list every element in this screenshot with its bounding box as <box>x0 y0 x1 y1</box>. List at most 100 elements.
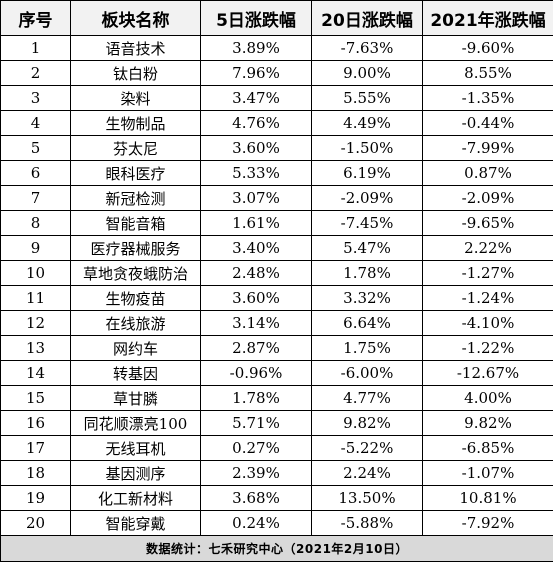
sector-name-cell: 基因测序 <box>70 460 201 486</box>
change-5d-cell: 2.39% <box>200 460 312 486</box>
change-5d-cell: 4.76% <box>200 110 312 136</box>
row-index-cell: 7 <box>0 185 71 211</box>
row-index-cell: 6 <box>0 160 71 186</box>
change-2021-cell: -1.07% <box>422 460 553 486</box>
change-5d-cell: 3.40% <box>200 235 312 261</box>
sector-name-cell: 芬太尼 <box>70 135 201 161</box>
change-20d-cell: 1.78% <box>311 260 423 286</box>
change-2021-cell: -1.35% <box>422 85 553 111</box>
sector-name-cell: 智能音箱 <box>70 210 201 236</box>
change-5d-cell: 3.89% <box>200 35 312 61</box>
footer-row: 数据统计：七禾研究中心（2021年2月10日） <box>0 535 553 562</box>
table-row: 16 同花顺漂亮100 5.71% 9.82% 9.82% <box>0 410 553 436</box>
change-5d-cell: 0.27% <box>200 435 312 461</box>
sector-name-cell: 草地贪夜蛾防治 <box>70 260 201 286</box>
change-20d-cell: 5.55% <box>311 85 423 111</box>
row-index-cell: 1 <box>0 35 71 61</box>
change-2021-cell: -9.65% <box>422 210 553 236</box>
col-header-index: 序号 <box>0 0 71 36</box>
change-2021-cell: 4.00% <box>422 385 553 411</box>
row-index-cell: 16 <box>0 410 71 436</box>
sector-name-cell: 在线旅游 <box>70 310 201 336</box>
row-index-cell: 20 <box>0 510 71 536</box>
row-index-cell: 14 <box>0 360 71 386</box>
sector-name-cell: 生物疫苗 <box>70 285 201 311</box>
table-body: 1 语音技术 3.89% -7.63% -9.60% 2 钛白粉 7.96% 9.00% 8.55… <box>0 35 553 536</box>
row-index-cell: 2 <box>0 60 71 86</box>
change-20d-cell: 6.64% <box>311 310 423 336</box>
sector-name-cell: 语音技术 <box>70 35 201 61</box>
table-row: 10 草地贪夜蛾防治 2.48% 1.78% -1.27% <box>0 260 553 286</box>
change-5d-cell: 3.60% <box>200 285 312 311</box>
sector-name-cell: 新冠检测 <box>70 185 201 211</box>
table-row: 20 智能穿戴 0.24% -5.88% -7.92% <box>0 510 553 536</box>
change-2021-cell: -9.60% <box>422 35 553 61</box>
change-20d-cell: 3.32% <box>311 285 423 311</box>
change-2021-cell: -1.24% <box>422 285 553 311</box>
sector-name-cell: 染料 <box>70 85 201 111</box>
change-2021-cell: -7.92% <box>422 510 553 536</box>
row-index-cell: 13 <box>0 335 71 361</box>
change-5d-cell: 2.87% <box>200 335 312 361</box>
change-5d-cell: 5.71% <box>200 410 312 436</box>
change-20d-cell: 9.00% <box>311 60 423 86</box>
sector-name-cell: 网约车 <box>70 335 201 361</box>
table-header: 序号 板块名称 5日涨跌幅 20日涨跌幅 2021年涨跌幅 <box>0 0 553 36</box>
table-row: 15 草甘膦 1.78% 4.77% 4.00% <box>0 385 553 411</box>
sector-name-cell: 草甘膦 <box>70 385 201 411</box>
col-header-20d-change: 20日涨跌幅 <box>311 0 423 36</box>
sector-name-cell: 医疗器械服务 <box>70 235 201 261</box>
sector-name-cell: 同花顺漂亮100 <box>70 410 201 436</box>
table-row: 13 网约车 2.87% 1.75% -1.22% <box>0 335 553 361</box>
change-5d-cell: 2.48% <box>200 260 312 286</box>
table-row: 4 生物制品 4.76% 4.49% -0.44% <box>0 110 553 136</box>
change-20d-cell: -1.50% <box>311 135 423 161</box>
row-index-cell: 4 <box>0 110 71 136</box>
sector-name-cell: 转基因 <box>70 360 201 386</box>
change-2021-cell: 2.22% <box>422 235 553 261</box>
change-20d-cell: -7.45% <box>311 210 423 236</box>
change-20d-cell: -5.22% <box>311 435 423 461</box>
change-2021-cell: -12.67% <box>422 360 553 386</box>
change-5d-cell: 1.61% <box>200 210 312 236</box>
change-2021-cell: -0.44% <box>422 110 553 136</box>
change-2021-cell: 9.82% <box>422 410 553 436</box>
row-index-cell: 17 <box>0 435 71 461</box>
row-index-cell: 10 <box>0 260 71 286</box>
table-row: 2 钛白粉 7.96% 9.00% 8.55% <box>0 60 553 86</box>
change-20d-cell: 4.77% <box>311 385 423 411</box>
change-20d-cell: -7.63% <box>311 35 423 61</box>
change-5d-cell: 3.07% <box>200 185 312 211</box>
sector-name-cell: 智能穿戴 <box>70 510 201 536</box>
change-20d-cell: -2.09% <box>311 185 423 211</box>
sector-name-cell: 钛白粉 <box>70 60 201 86</box>
change-2021-cell: -2.09% <box>422 185 553 211</box>
row-index-cell: 19 <box>0 485 71 511</box>
change-5d-cell: 3.47% <box>200 85 312 111</box>
change-20d-cell: 5.47% <box>311 235 423 261</box>
table-row: 6 眼科医疗 5.33% 6.19% 0.87% <box>0 160 553 186</box>
table-row: 7 新冠检测 3.07% -2.09% -2.09% <box>0 185 553 211</box>
change-2021-cell: -1.22% <box>422 335 553 361</box>
change-2021-cell: -4.10% <box>422 310 553 336</box>
change-5d-cell: 5.33% <box>200 160 312 186</box>
change-5d-cell: 3.60% <box>200 135 312 161</box>
change-20d-cell: 4.49% <box>311 110 423 136</box>
change-5d-cell: -0.96% <box>200 360 312 386</box>
col-header-sector-name: 板块名称 <box>70 0 201 36</box>
table-footer: 数据统计：七禾研究中心（2021年2月10日） <box>0 535 553 562</box>
change-20d-cell: -6.00% <box>311 360 423 386</box>
change-20d-cell: 9.82% <box>311 410 423 436</box>
table-row: 3 染料 3.47% 5.55% -1.35% <box>0 85 553 111</box>
change-2021-cell: -6.85% <box>422 435 553 461</box>
sector-name-cell: 眼科医疗 <box>70 160 201 186</box>
header-row: 序号 板块名称 5日涨跌幅 20日涨跌幅 2021年涨跌幅 <box>0 0 553 36</box>
change-5d-cell: 0.24% <box>200 510 312 536</box>
change-2021-cell: 8.55% <box>422 60 553 86</box>
change-20d-cell: 1.75% <box>311 335 423 361</box>
change-5d-cell: 3.68% <box>200 485 312 511</box>
change-20d-cell: 6.19% <box>311 160 423 186</box>
change-20d-cell: -5.88% <box>311 510 423 536</box>
table-row: 18 基因测序 2.39% 2.24% -1.07% <box>0 460 553 486</box>
